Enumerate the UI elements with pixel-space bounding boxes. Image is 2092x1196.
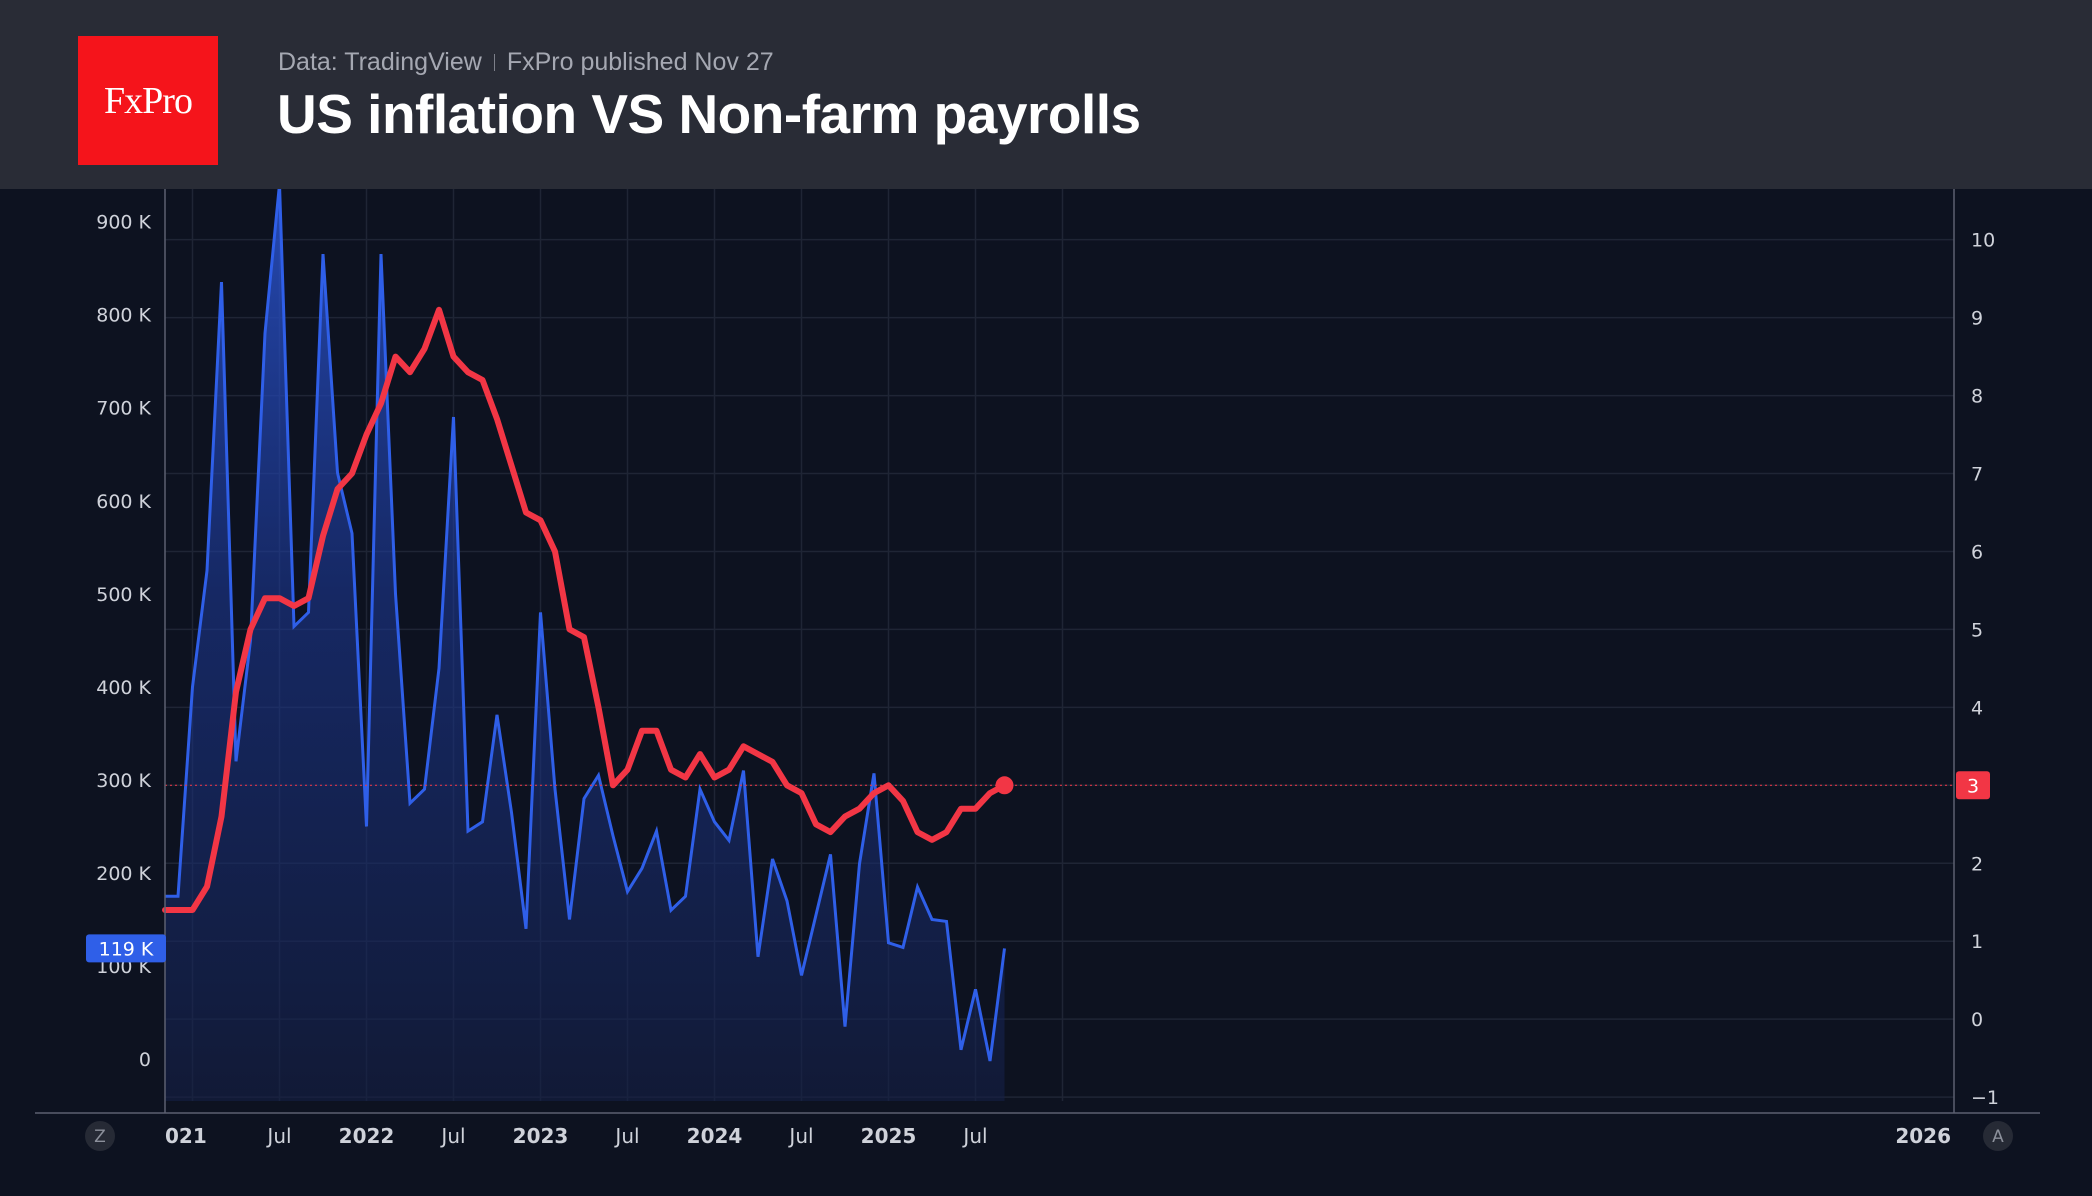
chart-title: US inflation VS Non-farm payrolls [277,83,1141,145]
z-button-circle [85,1121,115,1151]
inflation-last-badge [1956,771,1990,800]
left-tick-label: 200 K [96,863,151,885]
source-line: Data: TradingView FxPro published Nov 27 [278,48,774,77]
x-tick-label: Jul [439,1124,465,1148]
a-button[interactable]: A [1983,1121,2013,1151]
x-tick-label: Jul [787,1124,813,1148]
inflation-line [162,306,1008,914]
x-tick-label: Jul [961,1124,987,1148]
right-tick-label: 8 [1971,386,1983,408]
z-button-label: Z [94,1127,106,1147]
right-tick-label: 10 [1971,230,1995,252]
payrolls-area-group [165,189,1005,1101]
series-lines-group [162,189,1954,1062]
x-tick-label: 021 [165,1124,207,1148]
x-tick-label: 2024 [687,1124,743,1148]
header-bar: FxPro Data: TradingView FxPro published … [0,0,2092,189]
left-tick-label: 400 K [96,677,151,699]
payrolls-last-value: 119 K [99,938,154,960]
data-source: Data: TradingView [278,48,482,76]
inflation-last-value: 3 [1967,775,1979,797]
left-tick-label: 300 K [96,770,151,792]
x-tick-label: 2023 [513,1124,569,1148]
chart-area[interactable]: 0 100 K 200 K 300 K 400 K 500 K 600 K 700 K 800 … [0,189,2092,1196]
a-button-circle [1983,1121,2013,1151]
payrolls-last-badge [86,934,166,963]
right-tick-label: 1 [1971,931,1983,953]
right-tick-label: 2 [1971,853,1983,875]
payrolls-line [164,189,1006,1062]
right-tick-label: 6 [1971,541,1983,563]
right-tick-label: 7 [1971,464,1983,486]
left-tick-label: 0 [139,1049,151,1071]
inflation-last-point [995,776,1014,795]
x-tick-label: Jul [265,1124,291,1148]
right-tick-label: 9 [1971,308,1983,330]
right-tick-label: −1 [1971,1087,1999,1109]
x-tick-label: 2026 [1895,1124,1951,1148]
a-button-label: A [1992,1127,2004,1147]
x-tick-label: 2025 [861,1124,917,1148]
right-tick-label: 5 [1971,619,1983,641]
payrolls-area [165,189,1005,1101]
z-button[interactable]: Z [85,1121,115,1151]
x-tick-label: Jul [613,1124,639,1148]
x-tick-label: 2022 [339,1124,395,1148]
right-tick-label: 4 [1971,697,1983,719]
divider [493,54,495,71]
fxpro-logo: FxPro [78,36,218,165]
left-tick-label: 700 K [96,398,151,420]
left-tick-label: 600 K [96,491,151,513]
right-tick-label: 0 [1971,1009,1983,1031]
left-tick-label: 500 K [96,584,151,606]
left-tick-label: 800 K [96,305,151,327]
left-tick-label: 900 K [96,212,151,234]
published-note: FxPro published Nov 27 [506,48,774,76]
